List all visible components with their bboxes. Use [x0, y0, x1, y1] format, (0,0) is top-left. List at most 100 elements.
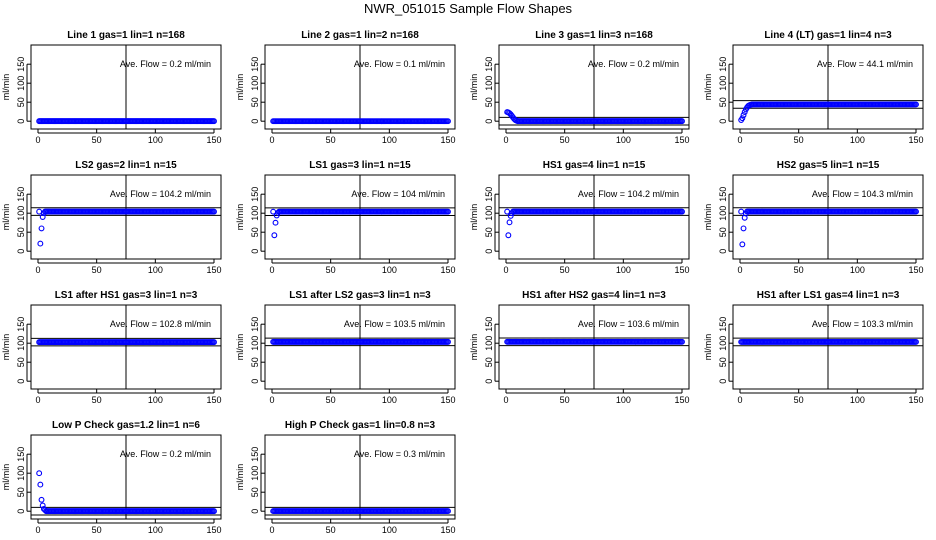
average-flow-annotation: Ave. Flow = 0.2 ml/min: [120, 59, 211, 69]
x-axis: 0 50 100 150: [503, 129, 690, 145]
x-tick-label: 0: [737, 265, 742, 275]
x-tick-label: 100: [382, 135, 397, 145]
x-tick-label: 50: [794, 135, 804, 145]
y-tick-label: 50: [16, 357, 26, 367]
x-tick-label: 50: [560, 395, 570, 405]
data-point: [739, 115, 746, 122]
y-tick-label: 100: [250, 206, 260, 221]
y-tick-label: 0: [250, 509, 260, 514]
data-points: [738, 208, 919, 248]
average-flow-annotation: Ave. Flow = 44.1 ml/min: [817, 59, 913, 69]
y-tick-label: 150: [718, 317, 728, 332]
x-tick-label: 100: [148, 395, 163, 405]
y-tick-label: 100: [718, 76, 728, 91]
y-axis-label: ml/min: [235, 464, 245, 491]
y-tick-label: 150: [250, 317, 260, 332]
y-tick-label: 0: [484, 249, 494, 254]
data-point: [39, 214, 46, 220]
x-axis: 0 50 100 150: [35, 389, 222, 405]
y-axis: 0 50 100 150 ml/min: [1, 447, 31, 514]
panel-title: HS1 after LS1 gas=4 lin=1 n=3: [757, 290, 900, 301]
data-point: [271, 232, 278, 239]
x-tick-label: 0: [269, 135, 274, 145]
y-tick-label: 100: [250, 466, 260, 481]
x-tick-label: 150: [908, 135, 923, 145]
panel-title: LS1 after HS1 gas=3 lin=1 n=3: [55, 290, 198, 301]
panel-title: LS2 gas=2 lin=1 n=15: [75, 160, 177, 171]
data-point: [37, 481, 44, 488]
panel-12: HS1 after LS1 gas=4 lin=1 n=3 0 50 100 150 0 5…: [703, 290, 924, 405]
x-tick-label: 100: [616, 265, 631, 275]
panel-1: Line 1 gas=1 lin=1 n=168 0 50 100 150 0 50 100 1…: [1, 30, 222, 145]
y-tick-label: 150: [484, 57, 494, 72]
y-tick-label: 150: [718, 187, 728, 202]
y-tick-label: 150: [484, 317, 494, 332]
x-axis: 0 50 100 150: [503, 389, 690, 405]
x-tick-label: 0: [737, 395, 742, 405]
y-axis: 0 50 100 150 ml/min: [235, 447, 265, 514]
y-tick-label: 50: [250, 97, 260, 107]
panel-title: Line 2 gas=1 lin=2 n=168: [301, 30, 419, 41]
x-axis: 0 50 100 150: [35, 259, 222, 275]
y-tick-label: 0: [250, 379, 260, 384]
data-point: [679, 338, 685, 345]
y-tick-label: 150: [484, 187, 494, 202]
panel-title: HS1 gas=4 lin=1 n=15: [543, 160, 646, 171]
y-tick-label: 150: [16, 447, 26, 462]
y-tick-label: 150: [16, 317, 26, 332]
y-tick-label: 50: [250, 227, 260, 237]
x-tick-label: 100: [148, 525, 163, 535]
panel-title: Line 4 (LT) gas=1 lin=4 n=3: [764, 30, 892, 41]
x-tick-label: 50: [92, 395, 102, 405]
panel-3: Line 3 gas=1 lin=3 n=168 0 50 100 150 0 50 100 1…: [469, 30, 690, 145]
x-axis: 0 50 100 150: [269, 519, 456, 535]
data-point: [38, 225, 45, 232]
x-tick-label: 100: [850, 135, 865, 145]
data-points: [270, 208, 451, 239]
x-tick-label: 0: [269, 525, 274, 535]
y-axis: 0 50 100 150 ml/min: [235, 317, 265, 384]
x-tick-label: 50: [326, 135, 336, 145]
data-points: [738, 101, 919, 124]
x-tick-label: 150: [206, 525, 221, 535]
x-tick-label: 150: [206, 265, 221, 275]
x-axis: 0 50 100 150: [503, 259, 690, 275]
y-tick-label: 100: [484, 206, 494, 221]
y-tick-label: 50: [16, 227, 26, 237]
panel-title: HS2 gas=5 lin=1 n=15: [777, 160, 880, 171]
data-point: [445, 508, 451, 515]
data-point: [445, 208, 451, 215]
y-tick-label: 100: [484, 336, 494, 351]
data-points: [504, 338, 685, 345]
x-tick-label: 100: [616, 395, 631, 405]
panel-4: Line 4 (LT) gas=1 lin=4 n=3 0 50 100 150 0 50 1…: [703, 30, 924, 145]
y-axis: 0 50 100 150 ml/min: [469, 187, 499, 254]
x-tick-label: 150: [440, 395, 455, 405]
y-tick-label: 150: [16, 187, 26, 202]
panel-title: LS1 gas=3 lin=1 n=15: [309, 160, 411, 171]
panel-5: LS2 gas=2 lin=1 n=15 0 50 100 150 0 50 100 150 ml…: [1, 160, 222, 275]
y-axis-label: ml/min: [1, 334, 11, 361]
x-axis: 0 50 100 150: [269, 129, 456, 145]
x-axis: 0 50 100 150: [35, 519, 222, 535]
data-points: [504, 109, 685, 125]
y-tick-label: 0: [16, 119, 26, 124]
average-flow-annotation: Ave. Flow = 0.1 ml/min: [354, 59, 445, 69]
x-tick-label: 150: [440, 525, 455, 535]
data-point: [504, 208, 511, 215]
data-point: [445, 118, 451, 125]
y-tick-label: 50: [484, 97, 494, 107]
panel-11: HS1 after HS2 gas=4 lin=1 n=3 0 50 100 150 0 5…: [469, 290, 690, 405]
x-tick-label: 50: [326, 525, 336, 535]
panel-title: Low P Check gas=1.2 lin=1 n=6: [52, 420, 200, 431]
data-points: [36, 470, 217, 515]
x-tick-label: 150: [206, 395, 221, 405]
average-flow-annotation: Ave. Flow = 104.3 ml/min: [812, 189, 913, 199]
data-point: [679, 118, 685, 125]
x-tick-label: 0: [503, 265, 508, 275]
y-axis: 0 50 100 150 ml/min: [703, 317, 733, 384]
average-flow-annotation: Ave. Flow = 104.2 ml/min: [110, 189, 211, 199]
panel-10: LS1 after LS2 gas=3 lin=1 n=3 0 50 100 150 0 5…: [235, 290, 456, 405]
average-flow-annotation: Ave. Flow = 104 ml/min: [351, 189, 445, 199]
